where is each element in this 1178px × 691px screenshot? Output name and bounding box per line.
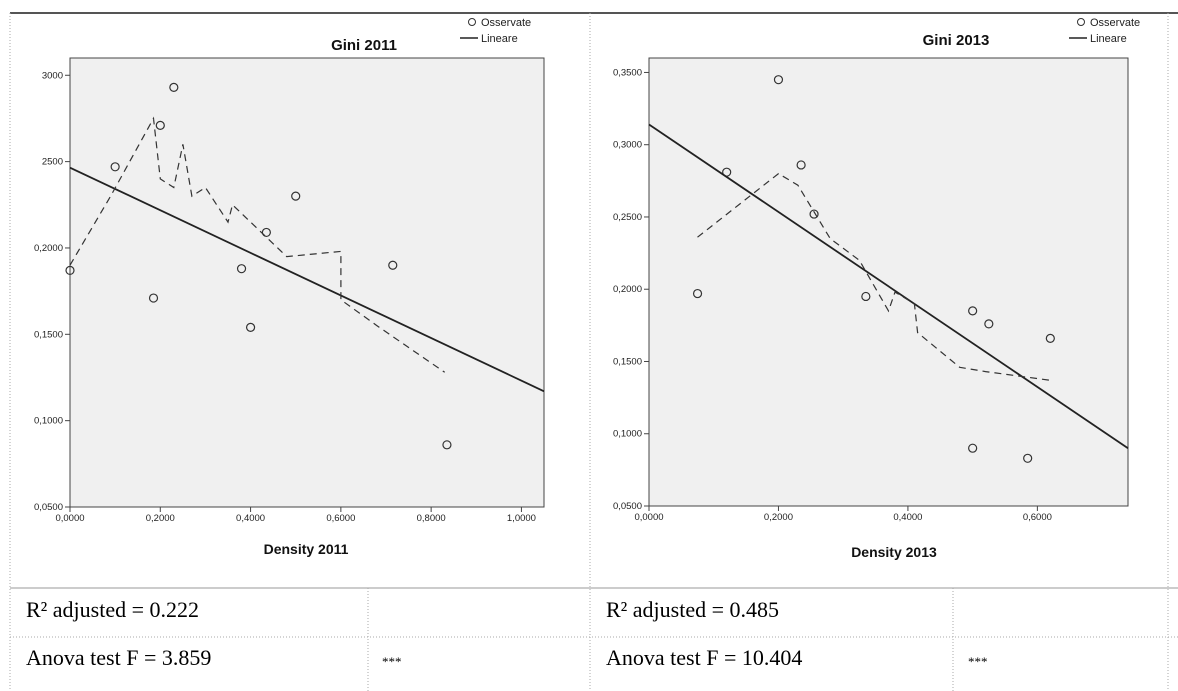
x-tick-label: 0,0000 bbox=[55, 513, 84, 524]
fit-line bbox=[69, 166, 545, 393]
x-axis-label: Density 2013 bbox=[851, 544, 937, 560]
data-point bbox=[388, 260, 398, 270]
data-point bbox=[984, 319, 994, 329]
y-tick-label: 2500 bbox=[42, 157, 63, 168]
loess-curve bbox=[69, 116, 446, 373]
legend-linear-label: Lineare bbox=[481, 33, 518, 45]
loess-curve bbox=[697, 172, 1051, 381]
significance-2011: *** bbox=[382, 654, 402, 669]
data-point bbox=[968, 443, 978, 453]
x-tick-label: 0,6000 bbox=[326, 513, 355, 524]
data-point bbox=[65, 265, 75, 276]
x-tick-label: 0,2000 bbox=[146, 513, 175, 524]
x-tick-label: 0,4000 bbox=[236, 513, 265, 524]
plot-area bbox=[648, 57, 1129, 507]
data-point bbox=[442, 440, 452, 450]
y-tick-label: 0,3000 bbox=[613, 140, 642, 151]
data-point bbox=[1045, 333, 1055, 343]
y-tick-label: 0,2500 bbox=[613, 212, 642, 223]
y-tick-label: 0,1000 bbox=[613, 429, 642, 440]
data-point bbox=[245, 322, 256, 332]
legend-observed-marker bbox=[468, 18, 476, 26]
y-tick-label: 0,1000 bbox=[34, 416, 63, 427]
x-tick-label: 1,0000 bbox=[507, 513, 536, 524]
x-tick-label: 0,8000 bbox=[417, 513, 446, 524]
data-point bbox=[155, 120, 165, 130]
anova-test-2013: Anova test F = 10.404 bbox=[606, 645, 803, 670]
y-tick-label: 0,2000 bbox=[34, 243, 63, 254]
legend-observed-label: Osservate bbox=[481, 17, 531, 29]
data-point bbox=[796, 160, 806, 170]
y-tick-label: 0,2000 bbox=[613, 284, 642, 295]
x-tick-label: 0,2000 bbox=[764, 512, 793, 523]
legend-linear-label: Lineare bbox=[1090, 33, 1127, 45]
data-point bbox=[261, 227, 271, 238]
r2-adjusted-2011: R² adjusted = 0.222 bbox=[26, 597, 199, 622]
r2-adjusted-2013: R² adjusted = 0.485 bbox=[606, 597, 779, 622]
x-axis-label: Density 2011 bbox=[264, 541, 349, 557]
x-tick-label: 0,0000 bbox=[634, 512, 663, 523]
chart-title: Gini 2013 bbox=[923, 32, 990, 49]
data-point bbox=[1023, 453, 1033, 463]
y-tick-label: 0,0500 bbox=[34, 502, 63, 513]
fit-line bbox=[648, 123, 1129, 449]
chart-title: Gini 2011 bbox=[331, 37, 397, 54]
x-tick-label: 0,4000 bbox=[893, 512, 922, 523]
data-point bbox=[968, 306, 978, 316]
significance-2013: *** bbox=[968, 654, 988, 669]
y-tick-label: 0,0500 bbox=[613, 501, 642, 512]
y-tick-label: 0,1500 bbox=[613, 356, 642, 367]
data-point bbox=[148, 293, 159, 303]
legend-observed-label: Osservate bbox=[1090, 17, 1140, 29]
data-point bbox=[861, 291, 871, 302]
data-point bbox=[291, 191, 301, 201]
y-tick-label: 0,1500 bbox=[34, 329, 63, 340]
y-tick-label: 0,3500 bbox=[613, 67, 642, 78]
plot-area bbox=[69, 57, 545, 508]
legend-observed-marker bbox=[1077, 18, 1085, 26]
scatter-chart-2013: Gini 2013 Osservate Lineare 0,0500 0,1000 0,1… bbox=[613, 17, 1140, 560]
y-tick-label: 3000 bbox=[42, 70, 63, 81]
data-point bbox=[773, 75, 784, 85]
data-point bbox=[169, 82, 179, 92]
data-point bbox=[692, 288, 703, 299]
x-tick-label: 0,6000 bbox=[1023, 512, 1052, 523]
data-point bbox=[809, 209, 819, 219]
scatter-chart-2011: Gini 2011 Osservate Lineare 0,0500 0,1000 0,1… bbox=[34, 17, 545, 557]
data-point bbox=[236, 264, 247, 274]
anova-test-2011: Anova test F = 3.859 bbox=[26, 645, 212, 670]
data-point bbox=[110, 162, 120, 172]
